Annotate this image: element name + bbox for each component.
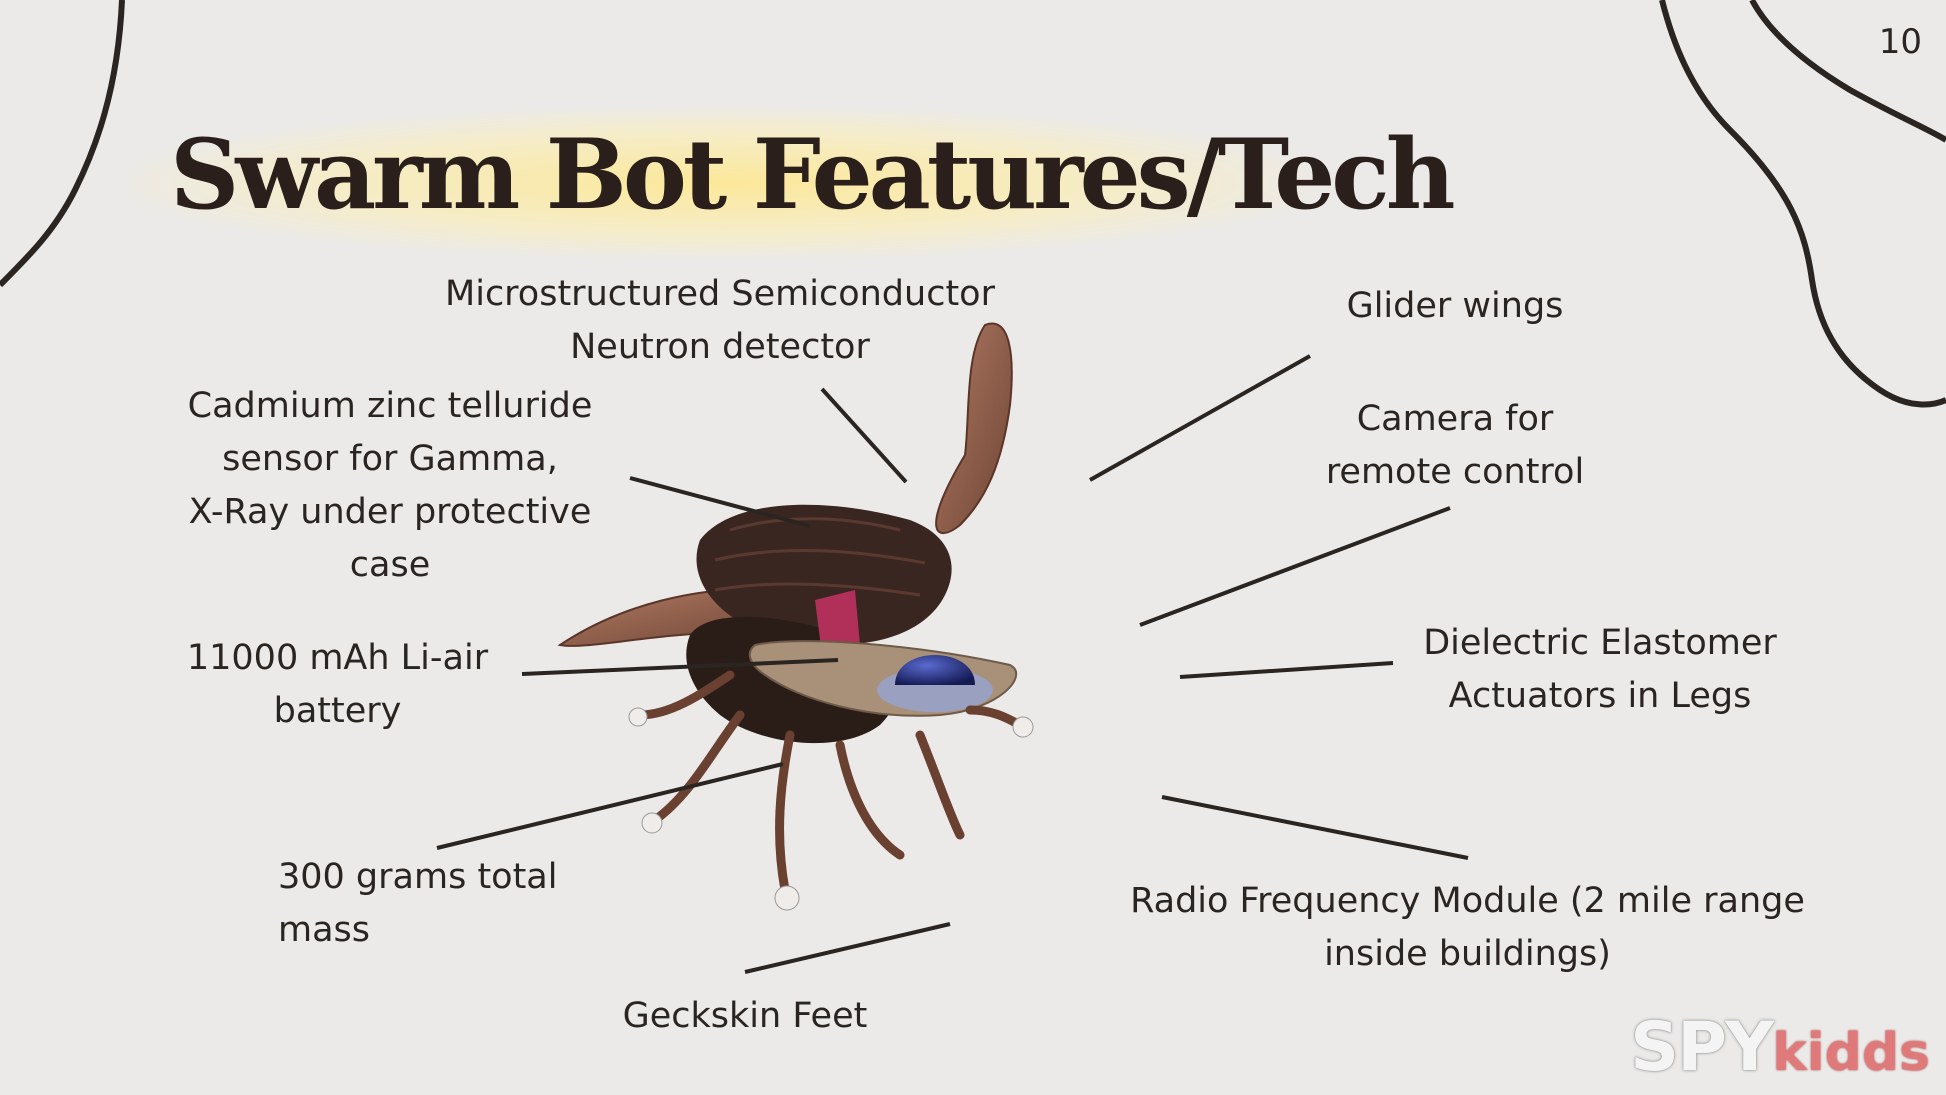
pointer-neutron xyxy=(820,387,908,484)
pointer-mass xyxy=(436,762,784,850)
label-actuators: Dielectric Elastomer Actuators in Legs xyxy=(1423,623,1777,716)
page-number: 10 xyxy=(1878,22,1922,62)
pointer-radio xyxy=(1161,795,1469,860)
label-camera: Camera for remote control xyxy=(1325,399,1585,492)
label-radio-module: Radio Frequency Module (2 mile range insi… xyxy=(1130,881,1805,974)
pointer-feet xyxy=(744,922,951,974)
pointer-cadmium xyxy=(629,476,811,528)
label-feet: Geckskin Feet xyxy=(622,996,868,1036)
label-battery: 11000 mAh Li-air battery xyxy=(186,638,489,731)
pointer-wings xyxy=(1089,354,1311,482)
pointer-camera xyxy=(1139,506,1451,627)
label-wings: Glider wings xyxy=(1346,286,1564,326)
pointer-actuators xyxy=(1179,661,1394,679)
label-mass: 300 grams total mass xyxy=(278,857,558,950)
label-cadmium-sensor: Cadmium zinc telluride sensor for Gamma, X… xyxy=(187,386,593,585)
title-highlight xyxy=(130,108,1315,258)
pointer-battery xyxy=(521,658,839,676)
slide-title: Swarm Bot Features/Tech xyxy=(170,118,1456,231)
spy-kidds-logo: SPYkidds xyxy=(1630,1008,1930,1087)
label-neutron-detector: Microstructured Semiconductor Neutron det… xyxy=(445,274,995,367)
